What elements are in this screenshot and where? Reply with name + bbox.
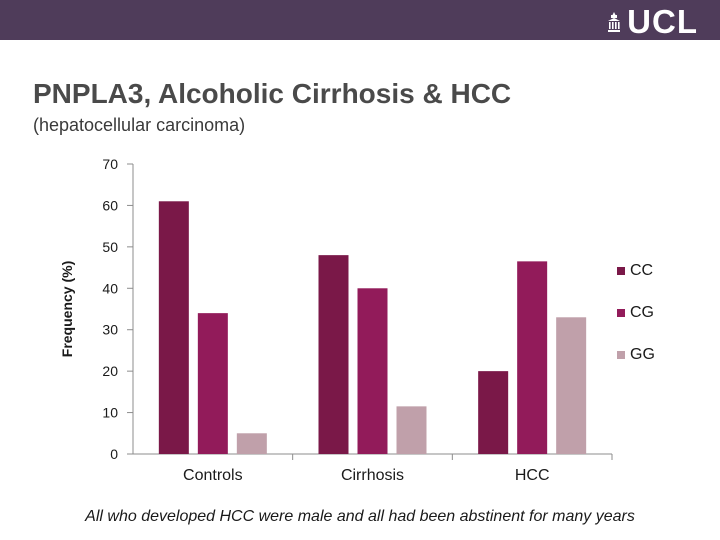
y-tick-label: 10 (102, 405, 118, 421)
bar-cg-controls (197, 313, 228, 454)
bar-cc-cirrhosis (318, 255, 349, 454)
bar-cc-controls (158, 201, 189, 454)
chart-legend: CC CG GG (617, 250, 655, 376)
ucl-logo: UCL (607, 3, 698, 40)
bar-cg-cirrhosis (357, 288, 388, 454)
slide-footnote: All who developed HCC were male and all … (85, 508, 635, 525)
header-bar: UCL (0, 0, 720, 40)
bar-chart: 0 10 20 30 40 50 60 70 Frequency (%) Controls Cirr… (59, 156, 613, 484)
x-tick-label: HCC (515, 467, 550, 484)
legend-label: GG (630, 346, 655, 363)
y-tick-label: 20 (102, 363, 118, 379)
bar-gg-hcc (556, 317, 587, 454)
ucl-portico-icon (608, 12, 621, 32)
bar-cg-hcc (517, 261, 548, 454)
y-tick-label: 0 (110, 446, 118, 462)
legend-item: GG (617, 334, 655, 376)
legend-swatch (617, 351, 625, 359)
bar-gg-controls (236, 433, 267, 454)
bar-cc-hcc (478, 371, 509, 454)
legend-swatch (617, 267, 625, 275)
legend-item: CC (617, 250, 655, 292)
y-tick-label: 70 (102, 156, 118, 172)
x-tick-label: Cirrhosis (341, 467, 404, 484)
y-tick-label: 40 (102, 280, 118, 296)
slide-title: PNPLA3, Alcoholic Cirrhosis & HCC (33, 78, 512, 109)
y-axis-title: Frequency (%) (59, 261, 75, 357)
y-tick-label: 60 (102, 197, 118, 213)
slide-subtitle: (hepatocellular carcinoma) (33, 115, 246, 135)
legend-label: CC (630, 262, 654, 279)
legend-swatch (617, 309, 625, 317)
legend-label: CG (630, 304, 654, 321)
bar-gg-cirrhosis (396, 406, 427, 454)
y-tick-label: 30 (102, 322, 118, 338)
ucl-logo-text: UCL (627, 3, 698, 40)
y-tick-label: 50 (102, 239, 118, 255)
legend-item: CG (617, 292, 655, 334)
x-tick-label: Controls (183, 467, 243, 484)
